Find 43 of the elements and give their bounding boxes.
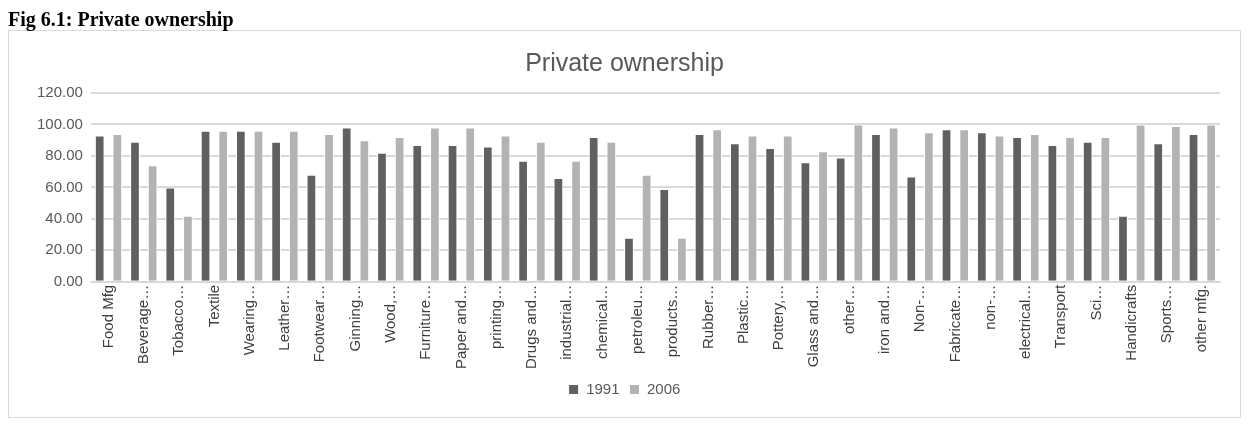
x-tick-label: Fabricate… [945,284,963,363]
x-tick-label: Tobacco… [169,284,187,356]
x-tick-label: chemical… [592,284,610,359]
x-tick-label: other mfg. [1192,284,1210,353]
y-tick-label: 100.00 [36,114,83,132]
x-tick-label: petroleu… [627,284,645,354]
x-tick-label: Sports… [1157,284,1175,344]
x-tick-label: printing… [486,284,504,349]
x-tick-label: Handicrafts [1121,284,1139,361]
x-tick-label: Footwear… [310,284,328,363]
x-tick-label: Wood,… [380,284,398,343]
legend-label: 1991 [586,379,620,397]
y-tick-label: 80.00 [45,146,83,164]
x-tick-label: Drugs and… [522,284,540,369]
x-tick-label: Paper and… [451,284,469,370]
y-tick-label: 40.00 [45,208,83,226]
x-tick-label: electrical… [1016,284,1034,359]
x-tick-label: Ginning… [345,284,363,352]
x-tick-label: Furniture… [416,284,434,360]
x-tick-label: Rubber… [698,284,716,349]
y-tick-label: 120.00 [36,83,83,101]
x-tick-label: Glass and… [804,284,822,368]
y-tick-label: 60.00 [45,177,83,195]
x-tick-label: non-… [980,284,998,330]
x-tick-label: Food Mfg [98,284,116,349]
y-tick-label: 0.00 [53,271,83,289]
x-tick-label: Non-… [910,284,928,333]
y-tick-label: 20.00 [45,240,83,258]
x-tick-label: Sci… [1086,284,1104,321]
x-tick-label: Textile [204,284,222,328]
chart-title: Private ownership [525,47,724,76]
legend-label: 2006 [647,379,681,397]
x-tick-label: Transport [1051,283,1069,349]
x-tick-label: Leather… [275,284,293,351]
x-tick-label: Wearing… [239,284,257,356]
x-tick-label: other… [839,284,857,334]
caption: Fig 6.1: Private ownership [8,8,235,30]
x-tick-label: industrial… [557,284,575,360]
x-tick-label: Beverage… [133,284,151,364]
x-tick-label: iron and… [874,284,892,354]
x-tick-label: Pottery,… [769,284,787,351]
x-tick-label: products… [663,284,681,358]
x-tick-label: Plastic… [733,284,751,344]
